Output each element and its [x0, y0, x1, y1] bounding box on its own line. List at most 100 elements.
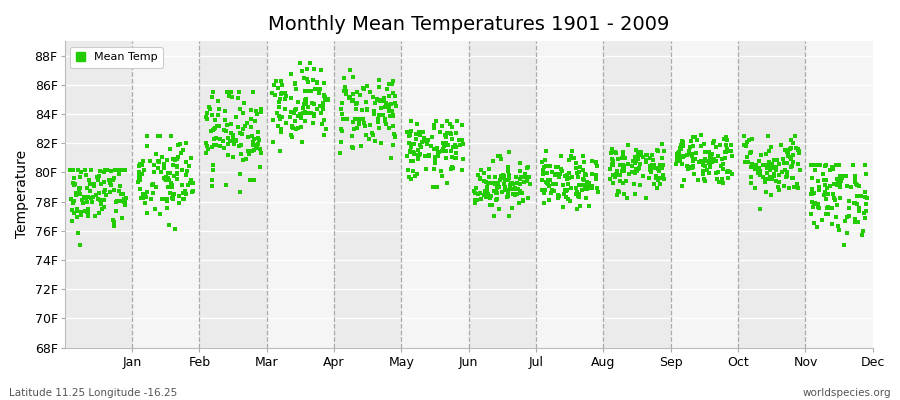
Point	[165, 194, 179, 201]
Point	[703, 164, 717, 170]
Point	[589, 172, 603, 178]
Point	[486, 158, 500, 165]
Point	[285, 125, 300, 131]
Point	[824, 221, 839, 227]
Point	[163, 190, 177, 196]
Point	[453, 142, 467, 148]
Point	[693, 131, 707, 138]
Point	[449, 144, 464, 150]
Point	[241, 134, 256, 140]
Point	[701, 149, 716, 156]
Point	[157, 161, 171, 167]
Point	[760, 170, 774, 176]
Point	[246, 89, 260, 96]
Point	[221, 135, 236, 142]
Point	[501, 188, 516, 195]
Bar	[334, 41, 401, 348]
Point	[272, 99, 286, 105]
Point	[339, 90, 354, 97]
Point	[307, 100, 321, 107]
Point	[784, 145, 798, 151]
Point	[544, 187, 559, 193]
Point	[269, 78, 284, 84]
Point	[644, 163, 659, 170]
Point	[544, 190, 559, 197]
Point	[200, 143, 214, 150]
Point	[231, 124, 246, 130]
Point	[435, 123, 449, 130]
Point	[578, 183, 592, 189]
Point	[293, 115, 308, 122]
Point	[811, 204, 825, 211]
Point	[778, 183, 792, 189]
Point	[805, 186, 819, 192]
Point	[517, 179, 531, 185]
Point	[287, 80, 302, 87]
Point	[231, 95, 246, 102]
Point	[98, 166, 112, 173]
Point	[438, 140, 453, 146]
Point	[116, 191, 130, 198]
Point	[763, 176, 778, 182]
Point	[286, 110, 301, 116]
Point	[202, 104, 216, 110]
Point	[363, 122, 377, 128]
Point	[472, 190, 487, 196]
Point	[670, 151, 684, 158]
Point	[521, 194, 535, 201]
Point	[616, 180, 630, 186]
Point	[697, 141, 711, 148]
Point	[482, 173, 496, 180]
Point	[81, 210, 95, 216]
Point	[106, 218, 121, 225]
Point	[83, 188, 97, 194]
Point	[176, 181, 190, 188]
Point	[515, 190, 529, 196]
Point	[671, 158, 686, 164]
Point	[625, 163, 639, 170]
Point	[317, 117, 331, 123]
Point	[245, 148, 259, 155]
Point	[176, 196, 190, 202]
Point	[468, 197, 482, 203]
Point	[367, 110, 382, 117]
Point	[69, 208, 84, 214]
Point	[412, 142, 427, 149]
Point	[710, 176, 724, 182]
Point	[270, 110, 284, 116]
Point	[217, 145, 231, 152]
Point	[67, 197, 81, 204]
Point	[274, 90, 289, 96]
Point	[117, 202, 131, 208]
Point	[688, 134, 702, 140]
Point	[114, 166, 129, 173]
Point	[719, 145, 733, 152]
Point	[627, 160, 642, 166]
Point	[436, 142, 451, 149]
Point	[638, 151, 652, 158]
Point	[427, 125, 441, 132]
Point	[67, 209, 81, 216]
Point	[118, 198, 132, 204]
Point	[119, 195, 133, 202]
Point	[576, 153, 590, 160]
Point	[454, 167, 469, 174]
Point	[742, 137, 756, 144]
Point	[611, 172, 625, 178]
Point	[273, 96, 287, 102]
Point	[144, 196, 158, 202]
Point	[558, 187, 572, 194]
Point	[150, 158, 165, 164]
Point	[749, 162, 763, 168]
Point	[312, 103, 327, 109]
Point	[584, 183, 598, 190]
Point	[506, 180, 520, 187]
Point	[346, 97, 361, 103]
Point	[761, 133, 776, 139]
Point	[778, 174, 793, 180]
Point	[155, 154, 169, 160]
Point	[512, 188, 526, 194]
Point	[784, 137, 798, 143]
Point	[498, 184, 512, 190]
Point	[79, 209, 94, 216]
